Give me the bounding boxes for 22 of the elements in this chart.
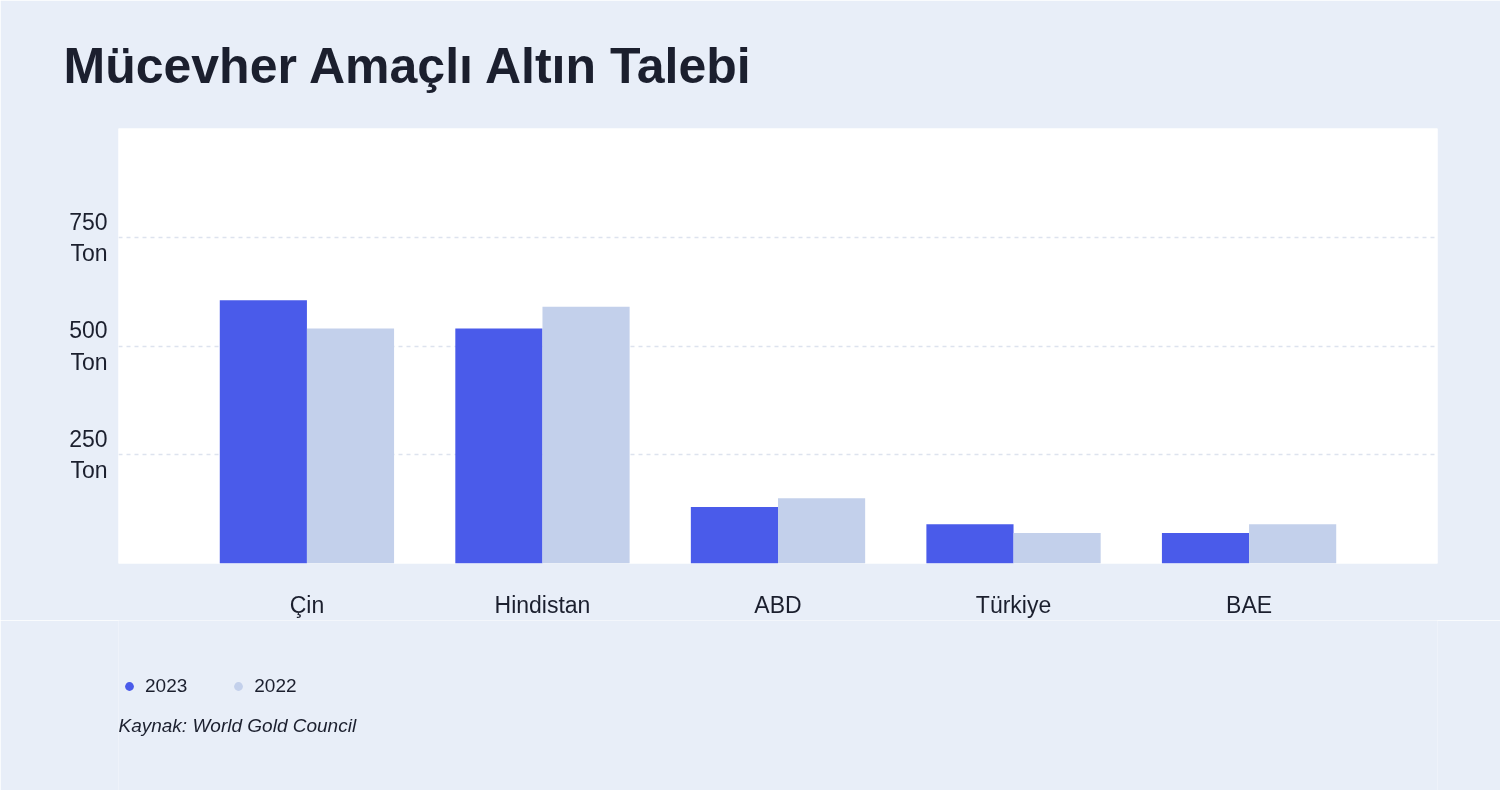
- legend-label: 2023: [145, 675, 188, 697]
- bar: [690, 506, 778, 564]
- bar: [778, 498, 866, 564]
- bar: [306, 328, 395, 564]
- bar: [219, 300, 307, 564]
- x-tick-label: Hindistan: [494, 591, 591, 618]
- bar: [1249, 524, 1337, 564]
- legend-label: 2022: [254, 675, 297, 697]
- y-tick-label: 500 Ton: [69, 317, 108, 375]
- text: Kaynak: World Gold Council: [118, 714, 357, 736]
- x-tick-label: Çin: [289, 591, 325, 618]
- bar: [926, 524, 1014, 564]
- bar: [1013, 533, 1101, 564]
- bar: [1161, 533, 1250, 564]
- y-tick-label: 250 Ton: [69, 426, 108, 484]
- bar: [542, 306, 630, 564]
- chart-title: Mücevher Amaçlı Altın Talebi: [63, 37, 751, 94]
- bar: [455, 328, 543, 564]
- y-tick-label: 750 Ton: [69, 208, 108, 266]
- x-tick-label: Türkiye: [975, 591, 1052, 618]
- x-tick-label: BAE: [1226, 591, 1273, 618]
- x-tick-label: ABD: [754, 591, 802, 618]
